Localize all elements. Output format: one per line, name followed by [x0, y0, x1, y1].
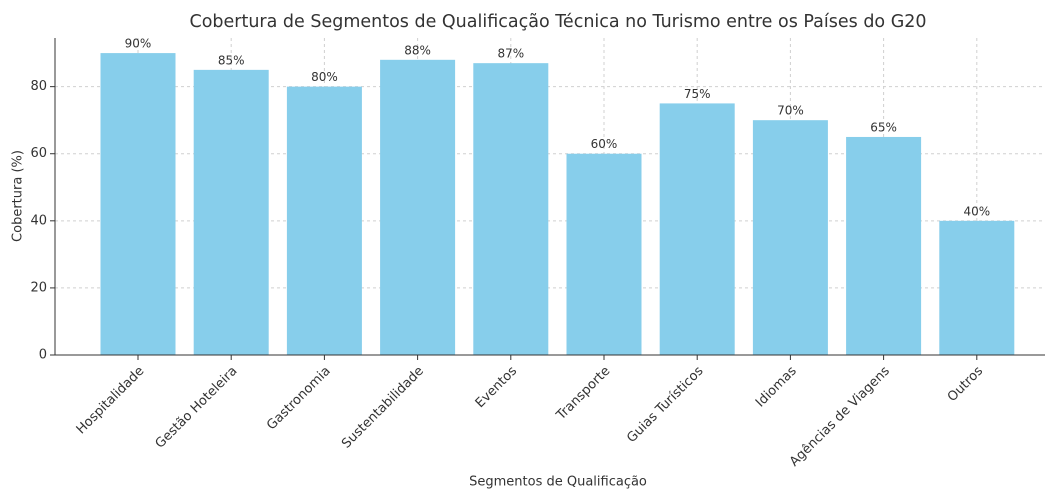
value-label: 85%	[218, 53, 245, 67]
bar	[846, 136, 922, 355]
y-tick-label: 60	[30, 146, 47, 161]
y-axis-title: Cobertura (%)	[11, 150, 26, 242]
bar	[659, 103, 735, 356]
value-label: 65%	[870, 120, 897, 134]
x-tick-label: Transporte	[553, 364, 613, 424]
y-tick-label: 40	[30, 213, 47, 228]
y-tick-label: 20	[30, 280, 47, 295]
value-label: 88%	[404, 43, 431, 57]
value-label: 60%	[591, 137, 618, 151]
value-label: 75%	[684, 87, 711, 101]
value-label: 40%	[963, 204, 990, 218]
value-label: 70%	[777, 104, 804, 118]
bar	[380, 59, 456, 356]
x-tick-label: Idiomas	[753, 364, 800, 411]
bar	[939, 220, 1015, 355]
y-tick-label: 80	[30, 79, 47, 94]
bar	[566, 153, 642, 355]
value-label: 87%	[497, 47, 524, 61]
x-tick-label: Gastronomia	[264, 364, 334, 434]
value-label: 80%	[311, 70, 338, 84]
x-tick-label: Outros	[945, 364, 986, 405]
chart-title: Cobertura de Segmentos de Qualificação T…	[189, 12, 926, 32]
bar	[286, 86, 362, 356]
x-tick-label: Agências de Viagens	[787, 364, 893, 470]
x-axis-title: Segmentos de Qualificação	[469, 475, 647, 490]
x-tick-label: Sustentabilidade	[339, 364, 427, 452]
x-tick-label: Eventos	[473, 364, 521, 412]
x-tick-label: Hospitalidade	[74, 364, 148, 438]
value-label: 90%	[125, 37, 152, 51]
bar	[473, 63, 549, 356]
bar	[193, 69, 269, 355]
x-tick-label: Gestão Hoteleira	[153, 364, 241, 452]
bar	[100, 53, 176, 355]
y-tick-label: 0	[39, 348, 47, 363]
x-tick-label: Guias Turísticos	[624, 364, 706, 446]
bar	[752, 120, 828, 356]
